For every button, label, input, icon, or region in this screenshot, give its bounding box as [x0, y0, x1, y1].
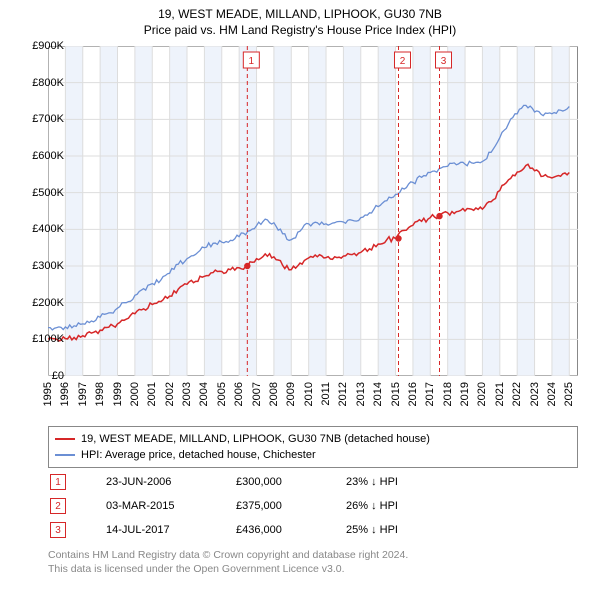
sale-date: 23-JUN-2006: [106, 476, 216, 488]
sale-price: £375,000: [236, 500, 326, 512]
x-tick-label: 2012: [337, 382, 349, 406]
sale-diff: 23% ↓ HPI: [346, 476, 456, 488]
y-tick-label: £0: [52, 370, 64, 382]
x-tick-label: 2003: [181, 382, 193, 406]
legend-swatch-hpi: [55, 454, 75, 456]
y-tick-label: £400K: [32, 223, 64, 235]
sale-marker-box: 1: [50, 474, 66, 490]
chart-svg: 1 2 3: [48, 46, 578, 376]
x-tick-label: 2020: [476, 382, 488, 406]
sale-date: 14-JUL-2017: [106, 524, 216, 536]
x-tick-label: 2015: [390, 382, 402, 406]
legend-label-property: 19, WEST MEADE, MILLAND, LIPHOOK, GU30 7…: [81, 431, 430, 447]
sale-diff: 25% ↓ HPI: [346, 524, 456, 536]
chart-plot-area: 1 2 3: [48, 46, 578, 376]
y-tick-label: £500K: [32, 187, 64, 199]
x-tick-label: 2011: [320, 382, 332, 406]
x-tick-label: 2022: [511, 382, 523, 406]
x-tick-label: 2005: [216, 382, 228, 406]
x-tick-label: 2021: [494, 382, 506, 406]
legend-row-hpi: HPI: Average price, detached house, Chic…: [55, 447, 571, 463]
legend-swatch-property: [55, 438, 75, 440]
y-tick-label: £600K: [32, 150, 64, 162]
y-tick-label: £900K: [32, 40, 64, 52]
x-tick-label: 2008: [268, 382, 280, 406]
y-tick-label: £700K: [32, 113, 64, 125]
x-tick-label: 2001: [146, 382, 158, 406]
footer-attribution: Contains HM Land Registry data © Crown c…: [48, 548, 578, 576]
chart-title-block: 19, WEST MEADE, MILLAND, LIPHOOK, GU30 7…: [0, 0, 600, 40]
x-tick-label: 1995: [42, 382, 54, 406]
x-tick-label: 2007: [251, 382, 263, 406]
svg-text:3: 3: [441, 56, 447, 67]
sale-row: 1 23-JUN-2006 £300,000 23% ↓ HPI: [48, 470, 578, 494]
x-tick-label: 2024: [546, 382, 558, 406]
y-tick-label: £100K: [32, 333, 64, 345]
legend-row-property: 19, WEST MEADE, MILLAND, LIPHOOK, GU30 7…: [55, 431, 571, 447]
x-tick-label: 2023: [529, 382, 541, 406]
x-tick-label: 2016: [407, 382, 419, 406]
sale-price: £300,000: [236, 476, 326, 488]
x-tick-label: 2014: [372, 382, 384, 406]
sale-marker-box: 2: [50, 498, 66, 514]
sale-price: £436,000: [236, 524, 326, 536]
x-tick-label: 1999: [112, 382, 124, 406]
footer-line-1: Contains HM Land Registry data © Crown c…: [48, 548, 578, 562]
legend-label-hpi: HPI: Average price, detached house, Chic…: [81, 447, 316, 463]
x-tick-label: 2010: [303, 382, 315, 406]
x-tick-label: 2018: [442, 382, 454, 406]
sales-list: 1 23-JUN-2006 £300,000 23% ↓ HPI 2 03-MAR-201…: [48, 470, 578, 542]
x-tick-label: 2017: [424, 382, 436, 406]
svg-text:2: 2: [400, 56, 406, 67]
title-line-1: 19, WEST MEADE, MILLAND, LIPHOOK, GU30 7…: [0, 6, 600, 22]
footer-line-2: This data is licensed under the Open Gov…: [48, 562, 578, 576]
x-tick-label: 1998: [94, 382, 106, 406]
x-tick-label: 2000: [129, 382, 141, 406]
sale-row: 2 03-MAR-2015 £375,000 26% ↓ HPI: [48, 494, 578, 518]
x-tick-label: 2009: [285, 382, 297, 406]
y-tick-label: £800K: [32, 77, 64, 89]
sale-marker-box: 3: [50, 522, 66, 538]
sale-date: 03-MAR-2015: [106, 500, 216, 512]
svg-text:1: 1: [249, 56, 255, 67]
x-tick-label: 2006: [233, 382, 245, 406]
x-tick-label: 2002: [164, 382, 176, 406]
y-tick-label: £300K: [32, 260, 64, 272]
x-tick-label: 2013: [355, 382, 367, 406]
x-tick-label: 2004: [198, 382, 210, 406]
x-tick-label: 2025: [563, 382, 575, 406]
title-line-2: Price paid vs. HM Land Registry's House …: [0, 22, 600, 38]
x-tick-label: 1996: [59, 382, 71, 406]
x-tick-label: 1997: [77, 382, 89, 406]
x-tick-label: 2019: [459, 382, 471, 406]
sale-diff: 26% ↓ HPI: [346, 500, 456, 512]
sale-row: 3 14-JUL-2017 £436,000 25% ↓ HPI: [48, 518, 578, 542]
legend-box: 19, WEST MEADE, MILLAND, LIPHOOK, GU30 7…: [48, 426, 578, 468]
y-tick-label: £200K: [32, 297, 64, 309]
